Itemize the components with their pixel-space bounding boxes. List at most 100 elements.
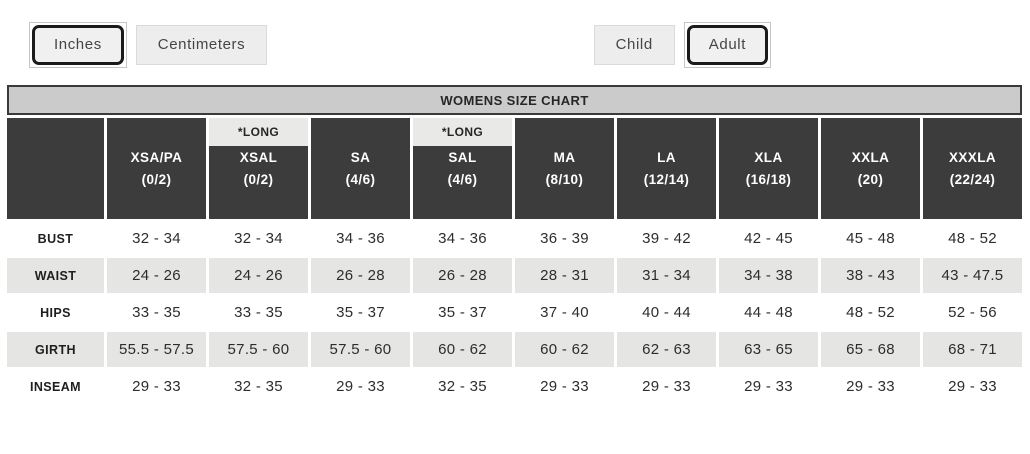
size-cell: 62 - 63 xyxy=(617,332,716,367)
size-cell: 40 - 44 xyxy=(617,295,716,330)
size-cell: 31 - 34 xyxy=(617,258,716,293)
size-cell: 42 - 45 xyxy=(719,221,818,256)
size-cell: 29 - 33 xyxy=(821,369,920,404)
row-label: HIPS xyxy=(7,295,104,330)
size-cell: 28 - 31 xyxy=(515,258,614,293)
size-cell: 29 - 33 xyxy=(515,369,614,404)
size-cell: 45 - 48 xyxy=(821,221,920,256)
size-cell: 29 - 33 xyxy=(719,369,818,404)
size-cell: 38 - 43 xyxy=(821,258,920,293)
size-cell: 65 - 68 xyxy=(821,332,920,367)
long-tag: *LONG xyxy=(209,118,308,146)
age-toggle-adult[interactable]: Adult xyxy=(686,25,768,65)
unit-toggle-inches[interactable]: Inches xyxy=(32,25,124,65)
column-header-sa: SA (4/6) xyxy=(311,118,410,219)
row-label: WAIST xyxy=(7,258,104,293)
toolbar: Inches Centimeters Child Adult xyxy=(0,22,1030,68)
column-header-xsal: *LONG XSAL (0/2) xyxy=(209,118,308,219)
size-cell: 48 - 52 xyxy=(923,221,1022,256)
column-size: (4/6) xyxy=(447,172,478,187)
column-name: MA xyxy=(553,150,576,165)
long-tag-label: *LONG xyxy=(441,125,484,139)
size-chart-title-text: WOMENS SIZE CHART xyxy=(440,92,589,108)
unit-toggle-centimeters-wrap: Centimeters xyxy=(133,22,270,68)
age-toggle-group: Child Adult xyxy=(591,22,771,68)
size-cell: 55.5 - 57.5 xyxy=(107,332,206,367)
size-cell: 29 - 33 xyxy=(107,369,206,404)
column-header-sal: *LONG SAL (4/6) xyxy=(413,118,512,219)
size-cell: 57.5 - 60 xyxy=(311,332,410,367)
column-name: LA xyxy=(657,150,676,165)
column-name: XXLA xyxy=(851,150,890,165)
size-cell: 35 - 37 xyxy=(413,295,512,330)
column-name: XLA xyxy=(754,150,783,165)
size-cell: 34 - 38 xyxy=(719,258,818,293)
size-cell: 35 - 37 xyxy=(311,295,410,330)
size-cell: 26 - 28 xyxy=(413,258,512,293)
row-label: INSEAM xyxy=(7,369,104,404)
size-cell: 32 - 35 xyxy=(209,369,308,404)
column-size: (12/14) xyxy=(643,172,690,187)
table-row-waist: WAIST 24 - 26 24 - 26 26 - 28 26 - 28 28… xyxy=(7,258,1022,293)
size-cell: 26 - 28 xyxy=(311,258,410,293)
table-row-bust: BUST 32 - 34 32 - 34 34 - 36 34 - 36 36 … xyxy=(7,221,1022,256)
column-size: (8/10) xyxy=(545,172,584,187)
unit-toggle-inches-wrap: Inches xyxy=(29,22,127,68)
table-row-inseam: INSEAM 29 - 33 32 - 35 29 - 33 32 - 35 2… xyxy=(7,369,1022,404)
size-cell: 32 - 34 xyxy=(107,221,206,256)
size-cell: 63 - 65 xyxy=(719,332,818,367)
row-label: BUST xyxy=(7,221,104,256)
table-row-hips: HIPS 33 - 35 33 - 35 35 - 37 35 - 37 37 … xyxy=(7,295,1022,330)
table-row-girth: GIRTH 55.5 - 57.5 57.5 - 60 57.5 - 60 60… xyxy=(7,332,1022,367)
size-cell: 29 - 33 xyxy=(617,369,716,404)
corner-header-cell xyxy=(7,118,104,219)
size-cell: 43 - 47.5 xyxy=(923,258,1022,293)
column-size: (0/2) xyxy=(243,172,274,187)
size-cell: 24 - 26 xyxy=(107,258,206,293)
column-header-xxla: XXLA (20) xyxy=(821,118,920,219)
size-cell: 34 - 36 xyxy=(413,221,512,256)
age-toggle-child-wrap: Child xyxy=(591,22,678,68)
column-header-ma: MA (8/10) xyxy=(515,118,614,219)
column-name: XXXLA xyxy=(948,150,996,165)
size-chart-table: XSA/PA (0/2) *LONG XSAL (0/2) SA (4/6) xyxy=(4,116,1025,406)
size-chart-title: WOMENS SIZE CHART xyxy=(7,85,1022,115)
row-label: GIRTH xyxy=(7,332,104,367)
unit-toggle-group: Inches Centimeters xyxy=(29,22,270,68)
size-cell: 33 - 35 xyxy=(107,295,206,330)
size-cell: 44 - 48 xyxy=(719,295,818,330)
column-header-xxxla: XXXLA (22/24) xyxy=(923,118,1022,219)
size-cell: 68 - 71 xyxy=(923,332,1022,367)
size-cell: 29 - 33 xyxy=(923,369,1022,404)
size-cell: 32 - 35 xyxy=(413,369,512,404)
column-name: SA xyxy=(350,150,371,165)
column-size: (4/6) xyxy=(345,172,376,187)
column-name: SAL xyxy=(448,150,477,165)
size-cell: 60 - 62 xyxy=(515,332,614,367)
age-toggle-adult-wrap: Adult xyxy=(683,22,771,68)
column-size: (20) xyxy=(857,172,884,187)
size-cell: 29 - 33 xyxy=(311,369,410,404)
size-cell: 36 - 39 xyxy=(515,221,614,256)
size-cell: 24 - 26 xyxy=(209,258,308,293)
column-header-xsa-pa: XSA/PA (0/2) xyxy=(107,118,206,219)
size-cell: 39 - 42 xyxy=(617,221,716,256)
long-tag-label: *LONG xyxy=(237,125,280,139)
column-name: XSA/PA xyxy=(130,150,183,165)
column-size: (0/2) xyxy=(141,172,172,187)
size-cell: 57.5 - 60 xyxy=(209,332,308,367)
size-cell: 37 - 40 xyxy=(515,295,614,330)
unit-toggle-centimeters[interactable]: Centimeters xyxy=(135,25,268,65)
column-size: (22/24) xyxy=(949,172,996,187)
header-row: XSA/PA (0/2) *LONG XSAL (0/2) SA (4/6) xyxy=(7,118,1022,219)
column-header-la: LA (12/14) xyxy=(617,118,716,219)
column-name: XSAL xyxy=(239,150,278,165)
column-size: (16/18) xyxy=(745,172,792,187)
size-chart: WOMENS SIZE CHART XSA/PA (0/2) *LONG XSA… xyxy=(0,85,1030,406)
size-cell: 34 - 36 xyxy=(311,221,410,256)
size-cell: 52 - 56 xyxy=(923,295,1022,330)
long-tag: *LONG xyxy=(413,118,512,146)
age-toggle-child[interactable]: Child xyxy=(593,25,675,65)
size-cell: 33 - 35 xyxy=(209,295,308,330)
size-cell: 60 - 62 xyxy=(413,332,512,367)
